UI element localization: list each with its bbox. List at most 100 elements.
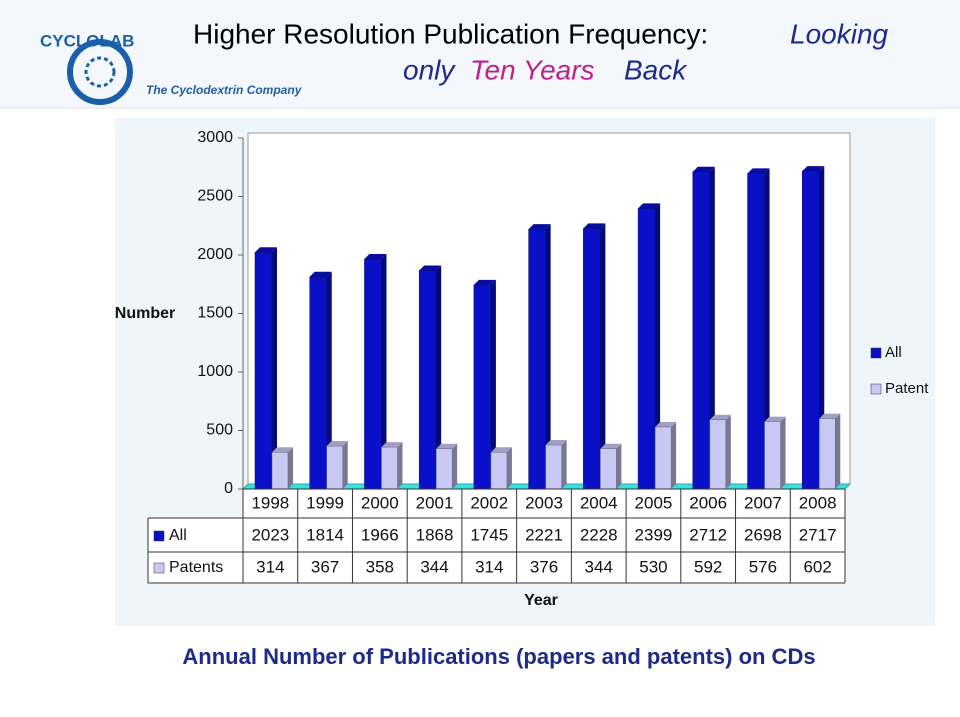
bar-top bbox=[709, 414, 731, 420]
table-cell: 358 bbox=[366, 557, 394, 576]
bar bbox=[309, 276, 327, 490]
table-cell: 1868 bbox=[416, 525, 454, 544]
bar-side bbox=[600, 223, 606, 489]
bar-top bbox=[436, 443, 458, 449]
table-cell: 2698 bbox=[744, 525, 782, 544]
bar-top bbox=[473, 279, 496, 285]
bar-side bbox=[780, 416, 786, 489]
x-tick-label: 2000 bbox=[361, 493, 399, 512]
bar-side bbox=[671, 421, 677, 489]
table-cell: 2221 bbox=[525, 525, 563, 544]
table-cell: 1966 bbox=[361, 525, 399, 544]
legend-label: All bbox=[885, 344, 902, 361]
bar-side bbox=[452, 443, 458, 489]
x-tick-label: 2003 bbox=[525, 493, 563, 512]
table-cell: 344 bbox=[585, 557, 613, 576]
y-tick-label: 2500 bbox=[197, 188, 233, 205]
bar-side bbox=[709, 166, 715, 490]
bar-side bbox=[326, 271, 332, 489]
table-cell: 1745 bbox=[470, 525, 508, 544]
y-tick-label: 1500 bbox=[197, 305, 233, 322]
bar-top bbox=[309, 271, 332, 277]
bar bbox=[747, 173, 765, 490]
y-tick-label: 0 bbox=[224, 480, 233, 497]
bar-top bbox=[692, 166, 715, 172]
bar-side bbox=[655, 203, 661, 489]
y-tick-label: 3000 bbox=[197, 129, 233, 146]
bar bbox=[583, 228, 601, 490]
title-part: Back bbox=[624, 54, 688, 85]
bar bbox=[802, 170, 820, 490]
x-tick-label: 1999 bbox=[306, 493, 344, 512]
logo-tagline: The Cyclodextrin Company bbox=[146, 83, 303, 97]
table-cell: 530 bbox=[639, 557, 667, 576]
table-cell: 576 bbox=[749, 557, 777, 576]
table-cell: 2399 bbox=[635, 525, 673, 544]
x-axis-label: Year bbox=[524, 592, 558, 609]
title-part: Higher Resolution Publication Frequency: bbox=[193, 18, 708, 49]
bar-top bbox=[272, 447, 293, 453]
table-cell: 602 bbox=[803, 557, 831, 576]
bar-side bbox=[490, 279, 496, 489]
bar bbox=[254, 252, 273, 490]
bar bbox=[490, 452, 508, 490]
bar-side bbox=[436, 265, 442, 489]
bar-side bbox=[288, 447, 293, 489]
y-axis-label: Number bbox=[115, 305, 175, 322]
bar bbox=[654, 426, 672, 490]
x-tick-label: 2006 bbox=[689, 493, 727, 512]
bar-side bbox=[835, 413, 841, 489]
bar-side bbox=[545, 224, 551, 489]
bar bbox=[435, 448, 453, 490]
logo-inner bbox=[84, 56, 116, 88]
table-key bbox=[153, 530, 165, 542]
table-key bbox=[153, 562, 165, 574]
bar bbox=[381, 446, 398, 490]
bar bbox=[418, 270, 437, 490]
y-tick-label: 500 bbox=[206, 422, 233, 439]
x-tick-label: 2008 bbox=[799, 493, 837, 512]
bar bbox=[764, 421, 781, 490]
table-cell: 1814 bbox=[306, 525, 344, 544]
x-tick-label: 2002 bbox=[470, 493, 508, 512]
logo-ring bbox=[67, 39, 133, 105]
bar bbox=[271, 452, 289, 490]
x-tick-label: 2004 bbox=[580, 493, 618, 512]
title-part: Looking bbox=[790, 18, 889, 49]
bar bbox=[528, 228, 546, 490]
bar bbox=[819, 418, 836, 490]
y-tick-label: 1000 bbox=[197, 363, 233, 380]
table-cell: 314 bbox=[475, 557, 503, 576]
bar-side bbox=[819, 166, 825, 489]
x-tick-label: 2005 bbox=[635, 493, 673, 512]
bar-top bbox=[545, 440, 567, 446]
table-cell: 2023 bbox=[251, 525, 289, 544]
table-cell: 2717 bbox=[799, 525, 837, 544]
table-cell: 314 bbox=[256, 557, 284, 576]
legend-label: Patent bbox=[885, 380, 929, 397]
caption: Annual Number of Publications (papers an… bbox=[182, 644, 815, 669]
x-tick-label: 1998 bbox=[251, 493, 289, 512]
bar-top bbox=[490, 447, 512, 453]
bar-top bbox=[638, 203, 661, 209]
table-header bbox=[243, 489, 845, 518]
bar bbox=[473, 284, 492, 490]
bar-top bbox=[419, 265, 442, 271]
table-body bbox=[148, 518, 845, 583]
table-cell: 376 bbox=[530, 557, 558, 576]
bar-top bbox=[655, 421, 677, 427]
bar bbox=[364, 258, 382, 490]
table-cell: 592 bbox=[694, 557, 722, 576]
bar-side bbox=[764, 168, 770, 490]
y-tick-label: 2000 bbox=[197, 246, 233, 263]
bar-top bbox=[583, 223, 606, 229]
header-band bbox=[0, 0, 960, 108]
bar-side bbox=[616, 443, 622, 489]
table-cell: 344 bbox=[420, 557, 448, 576]
bar-top bbox=[364, 253, 387, 259]
logo-name: CYCLOLAB bbox=[40, 31, 134, 50]
table-cell: 367 bbox=[311, 557, 339, 576]
bar-top bbox=[600, 443, 622, 449]
bar-top bbox=[326, 441, 348, 447]
